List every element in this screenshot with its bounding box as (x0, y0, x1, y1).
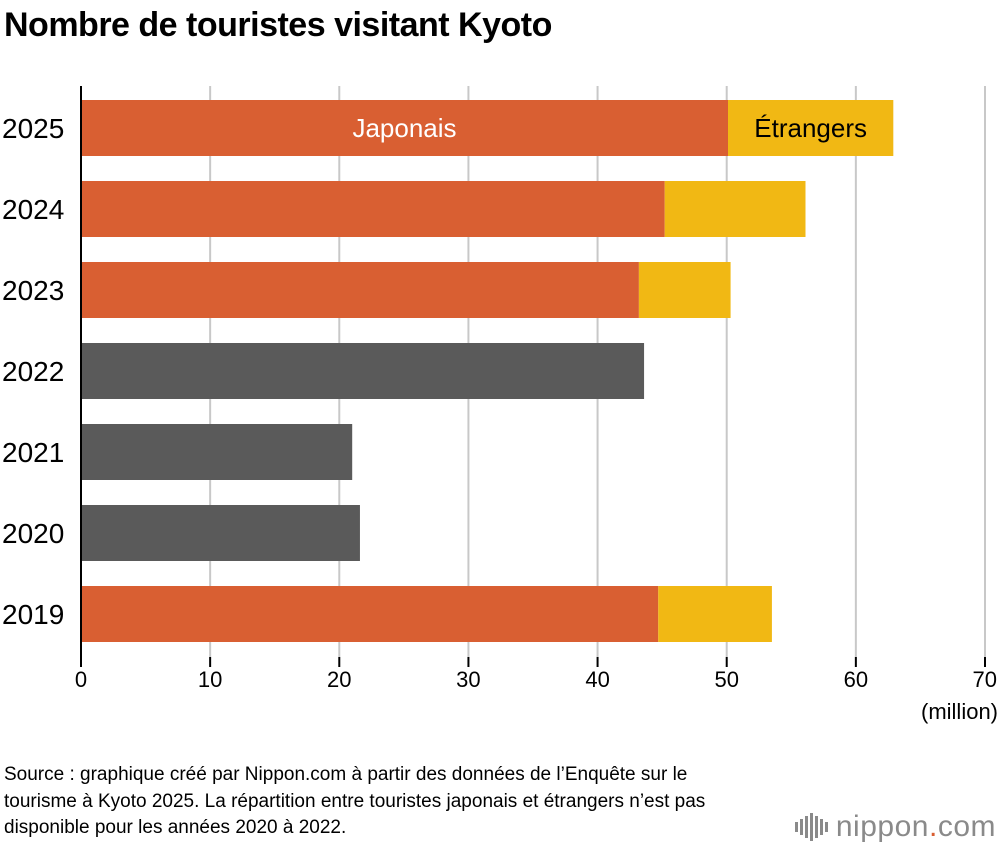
bar-total-2021 (81, 424, 353, 480)
bar-foreign-2023 (638, 262, 731, 318)
category-label-2024: 2024 (2, 194, 64, 225)
x-tick-label: 60 (844, 667, 868, 692)
source-note: Source : graphique créé par Nippon.com à… (4, 764, 706, 838)
chart-title: Nombre de touristes visitant Kyoto (4, 6, 552, 44)
x-tick-label: 20 (327, 667, 351, 692)
legend-label-japanese: Japonais (352, 113, 456, 143)
x-tick-label: 30 (456, 667, 480, 692)
bar-total-2022 (81, 343, 645, 399)
category-label-2025: 2025 (2, 113, 64, 144)
bar-chart: Japonais Étrangers20252024202320222021202… (2, 86, 998, 724)
bar-japanese-2019 (81, 586, 659, 642)
bar-foreign-2025 (728, 100, 894, 156)
x-unit-label: (million) (921, 699, 998, 724)
bar-total-2020 (81, 505, 360, 561)
category-label-2019: 2019 (2, 599, 64, 630)
x-tick-label: 0 (75, 667, 87, 692)
logo-text: nippon.com (835, 810, 996, 843)
nippon-logo: nippon.com (794, 808, 996, 846)
legend-label-foreign: Étrangers (754, 113, 867, 143)
category-label-2020: 2020 (2, 518, 64, 549)
bar-japanese-2024 (81, 181, 665, 237)
x-tick-label: 40 (585, 667, 609, 692)
category-label-2023: 2023 (2, 275, 64, 306)
x-tick-label: 70 (973, 667, 997, 692)
logo-bars-icon (794, 813, 828, 841)
bar-japanese-2025 (81, 100, 729, 156)
bar-foreign-2024 (664, 181, 806, 237)
category-label-2021: 2021 (2, 437, 64, 468)
bar-foreign-2019 (658, 586, 772, 642)
x-tick-label: 50 (714, 667, 738, 692)
x-tick-label: 10 (198, 667, 222, 692)
bar-japanese-2023 (81, 262, 639, 318)
category-label-2022: 2022 (2, 356, 64, 387)
